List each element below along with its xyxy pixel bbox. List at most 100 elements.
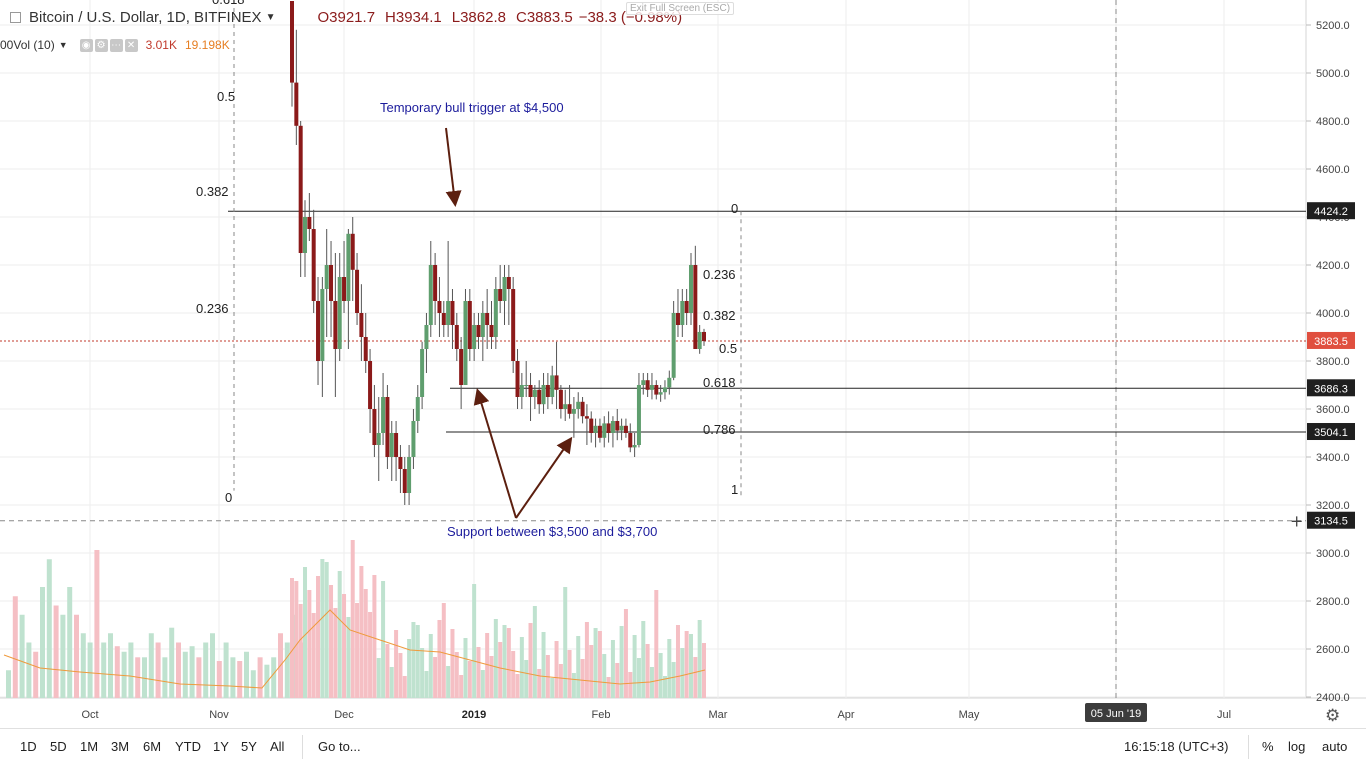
volume-bar xyxy=(680,648,685,698)
volume-bar xyxy=(284,642,290,698)
log-button[interactable]: log xyxy=(1288,739,1306,754)
volume-bar xyxy=(424,671,429,698)
volume-bar xyxy=(46,559,52,698)
volume-bar xyxy=(346,617,351,698)
candle-body xyxy=(368,361,373,409)
volume-bar xyxy=(311,613,316,698)
price-label: 3883.5 xyxy=(1314,336,1348,348)
volume-bar xyxy=(337,571,342,698)
volume-bar xyxy=(463,638,468,698)
volume-bar xyxy=(437,620,442,698)
gear-icon: ⚙ xyxy=(1325,706,1340,726)
volume-bar xyxy=(502,625,507,698)
candle-body xyxy=(385,397,390,457)
timeframe-all[interactable]: All xyxy=(270,739,285,754)
candle-body xyxy=(333,301,338,349)
candle-body xyxy=(697,331,702,349)
volume-bar xyxy=(446,666,451,698)
timeframe-1m[interactable]: 1M xyxy=(80,739,99,754)
y-tick-label: 3400.0 xyxy=(1316,452,1350,464)
volume-bar xyxy=(237,661,243,698)
x-tick-label: Oct xyxy=(81,709,98,721)
volume-label[interactable]: 00Vol (10) xyxy=(0,38,55,52)
y-tick-label: 3200.0 xyxy=(1316,500,1350,512)
volume-bar xyxy=(385,644,390,698)
volume-bar xyxy=(182,651,188,698)
price-label: 3134.5 xyxy=(1314,516,1348,528)
timeframe-5y[interactable]: 5Y xyxy=(241,739,257,754)
volume-bar xyxy=(67,587,73,698)
chevron-down-icon[interactable]: ▼ xyxy=(265,12,276,23)
fib-right-label: 0.382 xyxy=(703,308,736,323)
volume-bar xyxy=(80,633,86,698)
volume-legend: 00Vol (10) ▼ ◉ ⚙ ⋯ ✕ 3.01K 19.198K xyxy=(0,38,230,52)
timeframe-5d[interactable]: 5D xyxy=(50,739,67,754)
fib-left-label: 0.5 xyxy=(217,89,235,104)
volume-bar xyxy=(472,584,477,698)
timeframe-6m[interactable]: 6M xyxy=(143,739,162,754)
volume-bar xyxy=(576,636,581,698)
volume-bar xyxy=(333,608,338,698)
exit-fullscreen-button[interactable]: Exit Full Screen (ESC) xyxy=(626,2,735,15)
candle-body xyxy=(671,313,676,378)
candle-body xyxy=(519,385,524,397)
time-axis[interactable]: Oct Nov Dec 2019 Feb Mar Apr May 05 Jun '19 Jul ⚙ xyxy=(81,703,1340,726)
volume-bar xyxy=(329,585,334,698)
candle-body xyxy=(684,301,689,313)
candle-body xyxy=(498,289,503,301)
candle-body xyxy=(415,397,420,421)
timeframe-3m[interactable]: 3M xyxy=(111,739,130,754)
collapse-icon[interactable] xyxy=(10,12,21,23)
volume-bar xyxy=(169,627,175,698)
candle-body xyxy=(411,421,416,457)
volume-bar xyxy=(498,642,503,698)
volume-bar xyxy=(407,639,412,698)
volume-bar xyxy=(244,651,249,698)
volume-bar xyxy=(693,657,698,698)
volume-bar xyxy=(511,651,516,698)
candle-body xyxy=(463,301,468,385)
settings-icon[interactable]: ⚙ xyxy=(94,38,108,52)
chevron-down-icon[interactable]: ▼ xyxy=(58,40,68,50)
volume-bar xyxy=(519,637,524,698)
clock-display[interactable]: 16:15:18 (UTC+3) xyxy=(1124,739,1229,754)
candle-body xyxy=(688,265,693,313)
price-label-bg xyxy=(1307,379,1355,397)
eye-icon[interactable]: ◉ xyxy=(79,38,93,52)
volume-bar xyxy=(610,640,615,698)
crosshair-date-bg xyxy=(1085,703,1147,722)
candle-body xyxy=(359,313,364,337)
timeframe-ytd[interactable]: YTD xyxy=(175,739,201,754)
candle-body xyxy=(389,433,394,457)
volume-bar xyxy=(350,540,355,698)
close-icon[interactable]: ✕ xyxy=(124,38,138,52)
volume-bar xyxy=(467,661,472,698)
candle-body xyxy=(363,337,368,361)
more-icon[interactable]: ⋯ xyxy=(109,38,123,52)
arrow-support-lower xyxy=(515,436,573,519)
volume-bar xyxy=(641,621,646,698)
symbol-legend: Bitcoin / U.S. Dollar, 1D, BITFINEX ▼ O3… xyxy=(10,9,682,26)
volume-bar xyxy=(433,657,438,698)
price-axis[interactable]: 2400.0 2600.0 2800.0 3000.0 3200.0 3400.0 3600… xyxy=(1306,20,1350,704)
candle-body xyxy=(329,265,334,301)
candle-body xyxy=(376,433,381,445)
symbol-title[interactable]: Bitcoin / U.S. Dollar, 1D, BITFINEX xyxy=(29,9,262,26)
candle-body xyxy=(576,401,581,409)
candlesticks xyxy=(290,1,706,505)
volume-bar xyxy=(148,633,154,698)
volume-bar xyxy=(602,654,607,698)
candle-body xyxy=(472,325,477,349)
candle-body xyxy=(589,418,594,433)
volume-bar xyxy=(415,625,420,698)
goto-button[interactable]: Go to... xyxy=(318,739,361,754)
timeframe-1d[interactable]: 1D xyxy=(20,739,37,754)
timeframe-1y[interactable]: 1Y xyxy=(213,739,229,754)
annotations[interactable]: Temporary bull trigger at $4,500 Support … xyxy=(380,100,657,539)
volume-bar xyxy=(649,667,654,698)
volume-bar xyxy=(359,566,364,698)
percent-button[interactable]: % xyxy=(1262,739,1274,754)
auto-button[interactable]: auto xyxy=(1322,739,1348,754)
crosshair-plus-icon: + xyxy=(1290,512,1303,531)
